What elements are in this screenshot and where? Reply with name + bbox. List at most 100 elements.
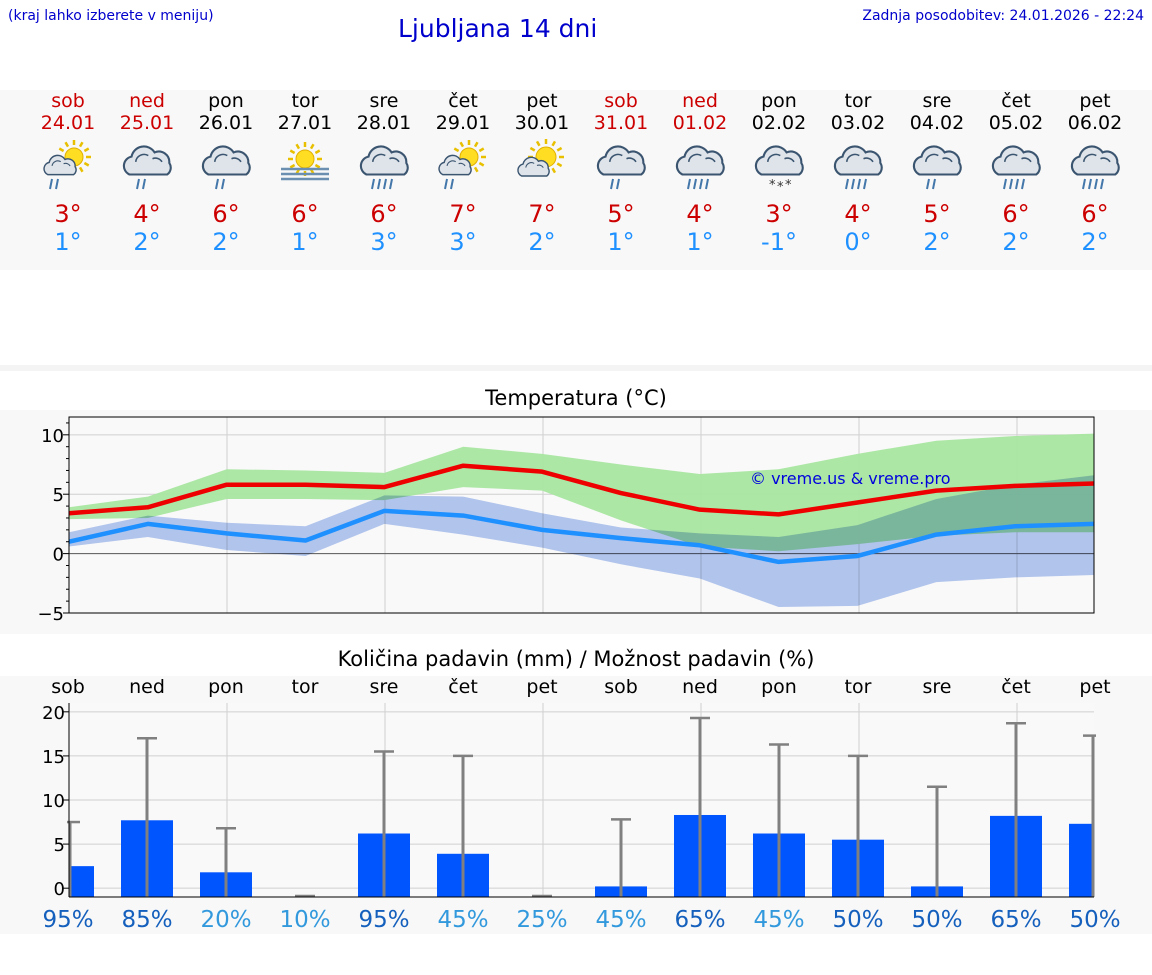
day-name: pet bbox=[1079, 90, 1111, 112]
min-temperature: 3° bbox=[449, 228, 477, 256]
y-tick-label: 0 bbox=[54, 879, 65, 900]
forecast-day: sre 28.01 6° 3° bbox=[344, 90, 424, 256]
day-name: sob bbox=[604, 90, 638, 112]
forecast-day: pet 30.01 7° 2° bbox=[502, 90, 582, 256]
min-temperature: 1° bbox=[291, 228, 319, 256]
temperature-chart: 10 5 0 −5 © vreme.us & vreme.pro bbox=[37, 416, 1095, 625]
forecast-band bbox=[0, 90, 1152, 270]
cloud-heavy-rain-icon bbox=[660, 134, 740, 200]
precip-probability: 50% bbox=[911, 907, 962, 933]
category-label: ned bbox=[129, 676, 165, 698]
tmin-line bbox=[68, 508, 1095, 565]
precipitation-chart-title: Količina padavin (mm) / Možnost padavin … bbox=[337, 647, 815, 671]
max-temperature: 4° bbox=[133, 200, 161, 228]
precip-probability: 50% bbox=[1069, 907, 1120, 933]
temperature-chart-title: Temperatura (°C) bbox=[485, 386, 667, 410]
cloud-rain-icon bbox=[581, 134, 661, 200]
tmax-line bbox=[68, 463, 1095, 517]
max-temperature: 7° bbox=[528, 200, 556, 228]
forecast-day: ned 25.01 4° 2° bbox=[107, 90, 187, 256]
precip-probability: 20% bbox=[200, 907, 251, 933]
svg-text:*: * bbox=[769, 178, 776, 193]
day-name: ned bbox=[129, 90, 165, 112]
day-name: sob bbox=[51, 90, 85, 112]
max-temperature: 6° bbox=[1081, 200, 1109, 228]
last-updated: Zadnja posodobitev: 24.01.2026 - 22:24 bbox=[862, 8, 1144, 24]
category-label: čet bbox=[1001, 676, 1031, 698]
forecast-day: sob 24.01 3° 1° bbox=[28, 90, 108, 256]
forecast-day: čet 29.01 7° 3° bbox=[423, 90, 503, 256]
cloud-snow-icon: * * * bbox=[739, 134, 819, 200]
min-temperature: 0° bbox=[844, 228, 872, 256]
max-temperature: 4° bbox=[686, 200, 714, 228]
sun-cloud-rain-icon bbox=[28, 134, 108, 200]
tmax-range-band bbox=[69, 433, 1094, 552]
category-label: pon bbox=[761, 676, 797, 698]
y-tick-label: 5 bbox=[53, 485, 64, 506]
precip-probability: 65% bbox=[990, 907, 1041, 933]
spacer-band bbox=[0, 365, 1152, 371]
min-temperature: 2° bbox=[923, 228, 951, 256]
precip-probability: 10% bbox=[279, 907, 330, 933]
day-date: 04.02 bbox=[909, 112, 965, 134]
sun-cloud-rain-icon bbox=[423, 134, 503, 200]
precip-probability: 95% bbox=[42, 907, 93, 933]
max-temperature: 5° bbox=[607, 200, 635, 228]
page-title: Ljubljana 14 dni bbox=[398, 14, 598, 43]
tmin-range-band bbox=[69, 475, 1094, 608]
day-date: 25.01 bbox=[119, 112, 175, 134]
day-name: ned bbox=[682, 90, 718, 112]
day-name: pet bbox=[526, 90, 558, 112]
forecast-day: pon 02.02 * * * 3° -1° bbox=[739, 90, 819, 256]
cloud-heavy-rain-icon bbox=[976, 134, 1056, 200]
forecast-day: pon 26.01 6° 2° bbox=[186, 90, 266, 256]
day-date: 06.02 bbox=[1067, 112, 1123, 134]
forecast-day: sob 31.01 5° 1° bbox=[581, 90, 661, 256]
precip-probability: 45% bbox=[595, 907, 646, 933]
day-name: čet bbox=[448, 90, 478, 112]
min-temperature: 2° bbox=[1002, 228, 1030, 256]
max-temperature: 7° bbox=[449, 200, 477, 228]
day-date: 05.02 bbox=[988, 112, 1044, 134]
max-temperature: 6° bbox=[1002, 200, 1030, 228]
location-menu-hint: (kraj lahko izberete v meniju) bbox=[8, 8, 214, 24]
forecast-day: ned 01.02 4° 1° bbox=[660, 90, 740, 256]
cloud-heavy-rain-icon bbox=[818, 134, 898, 200]
min-temperature: 2° bbox=[133, 228, 161, 256]
category-label: čet bbox=[448, 676, 478, 698]
y-tick-label: −5 bbox=[37, 604, 64, 625]
y-tick-label: 15 bbox=[42, 747, 65, 768]
forecast-day: tor 27.01 6° 1° bbox=[265, 90, 345, 256]
precip-probability: 45% bbox=[753, 907, 804, 933]
y-tick-label: 5 bbox=[54, 835, 65, 856]
max-temperature: 6° bbox=[370, 200, 398, 228]
day-date: 02.02 bbox=[751, 112, 807, 134]
category-label: pon bbox=[208, 676, 244, 698]
y-tick-label: 10 bbox=[42, 791, 65, 812]
copyright-watermark: © vreme.us & vreme.pro bbox=[750, 469, 951, 488]
day-name: tor bbox=[291, 90, 319, 112]
y-tick-label: 10 bbox=[41, 426, 64, 447]
sun-cloud-icon bbox=[502, 134, 582, 200]
day-date: 29.01 bbox=[435, 112, 491, 134]
precip-probability: 25% bbox=[516, 907, 567, 933]
category-label: tor bbox=[845, 676, 872, 698]
cloud-rain-icon bbox=[107, 134, 187, 200]
max-temperature: 3° bbox=[765, 200, 793, 228]
forecast-day: tor 03.02 4° 0° bbox=[818, 90, 898, 256]
precip-probability: 50% bbox=[832, 907, 883, 933]
category-label: sre bbox=[370, 676, 399, 698]
category-label: pet bbox=[1079, 676, 1110, 698]
forecast-day: čet 05.02 6° 2° bbox=[976, 90, 1056, 256]
day-date: 28.01 bbox=[356, 112, 412, 134]
day-date: 03.02 bbox=[830, 112, 886, 134]
precip-probability: 45% bbox=[437, 907, 488, 933]
forecast-day: sre 04.02 5° 2° bbox=[897, 90, 977, 256]
min-temperature: 1° bbox=[607, 228, 635, 256]
day-date: 27.01 bbox=[277, 112, 333, 134]
cloud-rain-icon bbox=[897, 134, 977, 200]
cloud-heavy-rain-icon bbox=[1055, 134, 1135, 200]
category-label: sob bbox=[51, 676, 85, 698]
min-temperature: -1° bbox=[761, 228, 797, 256]
cloud-rain-icon bbox=[186, 134, 266, 200]
